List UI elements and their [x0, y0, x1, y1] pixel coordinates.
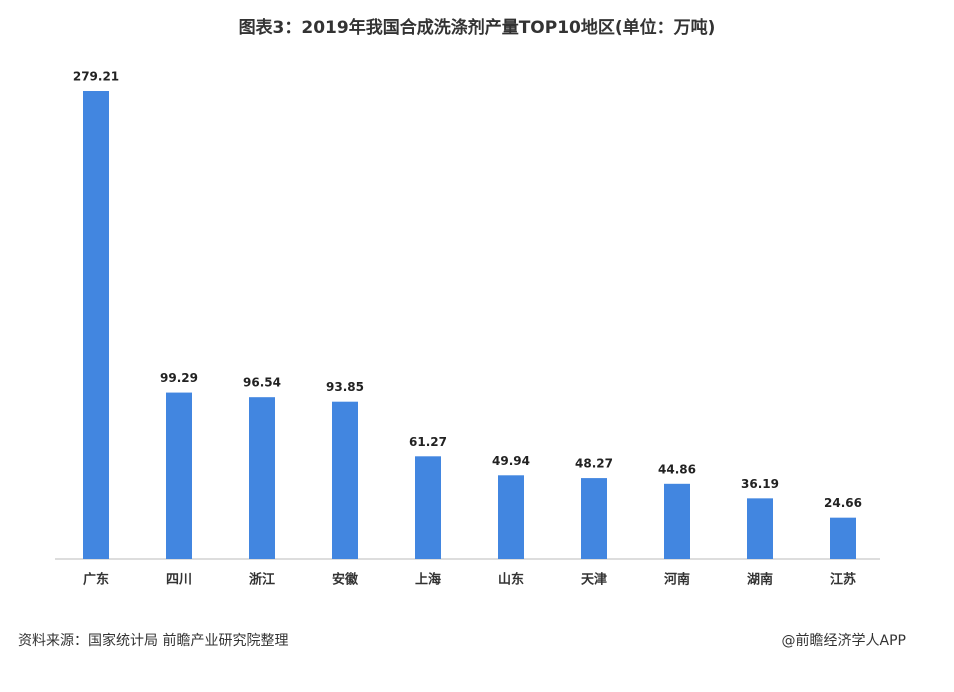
- x-tick-label: 山东: [498, 572, 524, 588]
- bar: [415, 456, 441, 559]
- bar: [747, 498, 773, 559]
- x-tick-label: 天津: [581, 572, 607, 588]
- x-tick-label: 河南: [664, 572, 690, 588]
- value-label: 93.85: [326, 380, 364, 394]
- value-label: 44.86: [658, 462, 696, 476]
- value-label: 49.94: [492, 454, 530, 468]
- x-tick-label: 湖南: [747, 572, 773, 588]
- source-note: 资料来源：国家统计局 前瞻产业研究院整理: [18, 632, 288, 649]
- bar: [83, 91, 109, 559]
- bar: [498, 475, 524, 559]
- bar: [664, 483, 690, 559]
- bar: [249, 397, 275, 559]
- value-label: 36.19: [741, 477, 779, 491]
- x-tick-label: 上海: [415, 572, 441, 588]
- x-tick-label: 江苏: [830, 572, 856, 588]
- value-label: 99.29: [160, 371, 198, 385]
- value-label: 48.27: [575, 457, 613, 471]
- value-label: 279.21: [73, 70, 119, 84]
- x-tick-label: 安徽: [332, 572, 359, 588]
- bar: [166, 392, 192, 559]
- x-tick-label: 四川: [166, 573, 192, 588]
- chart-title: 图表3：2019年我国合成洗涤剂产量TOP10地区(单位：万吨): [239, 17, 716, 38]
- value-label: 61.27: [409, 435, 447, 449]
- bar: [830, 517, 856, 559]
- x-tick-label: 广东: [83, 572, 109, 588]
- bar: [581, 478, 607, 559]
- value-label: 24.66: [824, 496, 862, 510]
- credit: @前瞻经济学人APP: [782, 632, 906, 649]
- bar: [332, 401, 358, 559]
- x-tick-label: 浙江: [249, 572, 275, 588]
- value-label: 96.54: [243, 376, 281, 390]
